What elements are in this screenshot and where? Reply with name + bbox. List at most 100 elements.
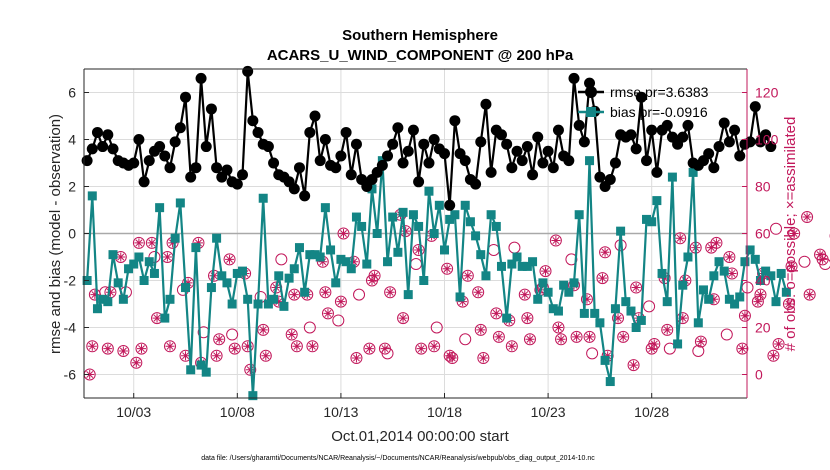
rmse-point bbox=[511, 145, 523, 157]
bias-point bbox=[341, 257, 351, 267]
bias-point bbox=[403, 290, 413, 300]
obs-marker bbox=[782, 298, 795, 310]
bias-point bbox=[294, 243, 304, 253]
obs-marker bbox=[627, 359, 640, 372]
rmse-point bbox=[439, 148, 451, 160]
obs-marker bbox=[617, 330, 630, 343]
bias-point bbox=[383, 257, 393, 267]
bias-point bbox=[678, 280, 688, 290]
obs-marker bbox=[754, 288, 767, 301]
bias-point bbox=[175, 198, 185, 208]
obs-marker bbox=[384, 286, 397, 299]
obs-marker bbox=[368, 269, 381, 282]
obs-marker bbox=[492, 330, 505, 343]
obs-marker bbox=[241, 340, 254, 353]
obs-marker bbox=[819, 258, 830, 271]
rmse-point bbox=[568, 72, 580, 84]
obs-marker bbox=[428, 340, 441, 353]
bias-series bbox=[82, 156, 791, 401]
y-right-tick-label: 20 bbox=[755, 320, 771, 336]
obs-marker bbox=[661, 323, 674, 336]
bias-point bbox=[98, 294, 108, 304]
rmse-point bbox=[169, 136, 181, 148]
obs-marker bbox=[474, 323, 487, 336]
bias-point bbox=[326, 245, 336, 255]
rmse-point bbox=[397, 157, 409, 169]
obs-marker bbox=[549, 234, 562, 247]
obs-marker bbox=[319, 286, 332, 299]
obs-marker bbox=[798, 255, 811, 268]
rmse-point bbox=[708, 162, 720, 174]
obs-marker bbox=[521, 312, 534, 325]
rmse-point bbox=[604, 173, 616, 185]
rmse-point bbox=[262, 141, 274, 153]
bias-point bbox=[419, 276, 429, 285]
rmse-point bbox=[86, 143, 98, 155]
obs-marker bbox=[163, 340, 176, 353]
rmse-point bbox=[309, 110, 321, 122]
bias-point bbox=[289, 264, 299, 274]
obs-marker bbox=[334, 295, 347, 308]
footnote: data file: /Users/gharamti/Documents/NCA… bbox=[201, 455, 595, 462]
bias-point bbox=[393, 247, 403, 257]
rmse-point bbox=[350, 138, 362, 150]
y-tick-label: -4 bbox=[64, 320, 77, 336]
rmse-point bbox=[97, 141, 109, 153]
obs-marker bbox=[570, 330, 583, 343]
rmse-point bbox=[537, 157, 549, 169]
obs-marker bbox=[518, 288, 531, 301]
bias-point bbox=[750, 254, 760, 264]
obs-marker bbox=[459, 333, 472, 346]
bias-point bbox=[564, 287, 574, 297]
rmse-point bbox=[143, 155, 155, 167]
bias-point bbox=[124, 264, 134, 274]
rmse-point bbox=[635, 91, 647, 103]
rmse-point bbox=[288, 183, 300, 195]
rmse-point bbox=[552, 124, 564, 136]
rmse-point bbox=[304, 126, 316, 138]
bias-point bbox=[212, 233, 222, 243]
obs-marker bbox=[353, 288, 366, 301]
rmse-point bbox=[625, 129, 637, 141]
bias-point bbox=[232, 268, 242, 278]
bias-point bbox=[331, 278, 341, 288]
bias-point bbox=[460, 200, 470, 210]
bias-point bbox=[662, 297, 672, 307]
bias-point bbox=[781, 287, 791, 297]
bias-point bbox=[429, 229, 439, 238]
bias-point bbox=[476, 250, 486, 260]
bias-point bbox=[642, 214, 652, 224]
obs-marker bbox=[767, 349, 780, 362]
rmse-point bbox=[195, 72, 207, 84]
bias-point bbox=[408, 210, 418, 220]
bias-point bbox=[533, 294, 543, 304]
rmse-point bbox=[459, 155, 471, 167]
bias-point bbox=[346, 264, 356, 274]
rmse-point bbox=[200, 141, 212, 153]
obs-marker bbox=[288, 288, 301, 301]
rmse-point bbox=[252, 126, 264, 138]
bias-point bbox=[196, 360, 206, 370]
bias-point bbox=[155, 203, 165, 213]
obs-marker bbox=[412, 243, 425, 256]
rmse-series bbox=[81, 65, 777, 211]
obs-marker bbox=[306, 340, 319, 353]
bias-point bbox=[631, 323, 641, 332]
rmse-point bbox=[682, 119, 694, 131]
bias-point bbox=[745, 245, 755, 255]
obs-marker bbox=[430, 321, 443, 334]
bias-point bbox=[263, 299, 273, 309]
obs-marker bbox=[275, 253, 288, 266]
bias-point bbox=[574, 210, 584, 220]
rmse-point bbox=[133, 134, 145, 145]
rmse-point bbox=[236, 169, 248, 181]
obs-marker bbox=[415, 342, 428, 355]
obs-marker bbox=[663, 342, 676, 355]
bias-point bbox=[367, 184, 377, 194]
legend-rmse-label: rmse pr=3.6383 bbox=[610, 84, 709, 100]
rmse-point bbox=[573, 119, 585, 131]
bias-point bbox=[709, 271, 719, 281]
bias-point bbox=[590, 308, 600, 318]
rmse-point bbox=[703, 148, 715, 160]
